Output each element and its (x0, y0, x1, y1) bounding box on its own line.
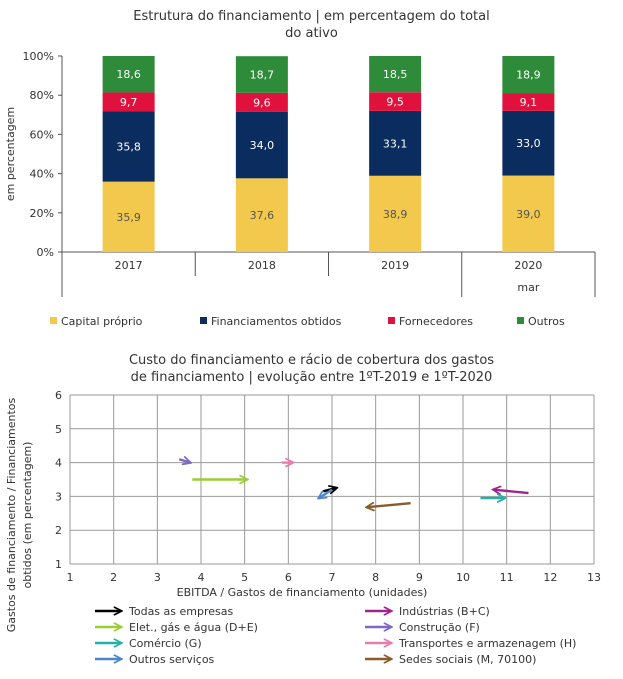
y-tick-label-20: 20% (30, 207, 54, 220)
legend-label-sedes-sociais-m-70100: Sedes sociais (M, 70100) (399, 653, 536, 666)
bar-fornecedores-2018 (235, 92, 288, 112)
data-label-capital-proprio-2017: 35,9 (116, 211, 141, 224)
legend-label-construcao-f: Construção (F) (399, 621, 480, 634)
legend-swatch-financiamentos-obtidos (200, 317, 207, 324)
stacked-bar-chart: 0% 20% 40% 60% 80% 100% em percentagem 35,9 35,8… (4, 50, 596, 297)
legend-label-elet-gas-e-agua-d-e: Elet., gás e água (D+E) (129, 621, 258, 634)
x-tick-label-6: 6 (285, 571, 292, 584)
y-tick-label-60: 60% (30, 128, 54, 141)
y-tick-label-0: 0% (37, 246, 54, 259)
bar-capital-proprio-2017 (102, 181, 155, 252)
x-tick-label-10: 10 (456, 571, 470, 584)
x-tick-label-12: 12 (543, 571, 557, 584)
x-tick-label-2: 2 (110, 571, 117, 584)
legend-label-comercio-g: Comércio (G) (129, 637, 202, 650)
bar-fornecedores-2017 (102, 92, 155, 112)
legend-label-transportes-e-armazenagem-h: Transportes e armazenagem (H) (398, 637, 576, 650)
x-tick-label-2017: 2017 (115, 259, 143, 272)
data-label-financiamentos-obtidos-2018: 34,0 (250, 139, 275, 152)
x-tick-label-2020: 2020 (514, 259, 542, 272)
scatter-chart-legend: Todas as empresas Indústrias (B+C) Elet., … (95, 605, 576, 666)
y-tick-label-4: 4 (55, 457, 62, 470)
chart2-title-line1: Custo do financiamento e rácio de cobert… (128, 353, 495, 368)
y-tick-label-100: 100% (23, 50, 54, 63)
data-label-financiamentos-obtidos-2019: 33,1 (383, 137, 408, 150)
x-tick-label-11: 11 (500, 571, 514, 584)
x-tick-sublabel-2020: mar (517, 281, 539, 294)
x-tick-label-1: 1 (67, 571, 74, 584)
bar-financiamentos-obtidos-2018 (235, 111, 288, 179)
x-tick-label-7: 7 (329, 571, 336, 584)
y-axis-title-line1: Gastos de financiamento / Financiamentos (5, 397, 18, 632)
bar-outros-2018 (235, 56, 288, 93)
x-tick-label-8: 8 (372, 571, 379, 584)
y-tick-label-3: 3 (55, 490, 62, 503)
data-label-financiamentos-obtidos-2017: 35,8 (116, 141, 141, 154)
bar-financiamentos-obtidos-2017 (102, 111, 155, 182)
y-tick-label-1: 1 (55, 558, 62, 571)
data-label-financiamentos-obtidos-2020: 33,0 (516, 137, 541, 150)
data-label-capital-proprio-2020: 39,0 (516, 208, 541, 221)
x-tick-label-5: 5 (241, 571, 248, 584)
arrow-industrias-b-c (494, 490, 529, 493)
bar-outros-2019 (369, 56, 422, 93)
x-axis-title: EBITDA / Gastos de financiamento (unidad… (177, 586, 428, 599)
data-label-fornecedores-2018: 9,6 (253, 96, 271, 109)
legend-label-todas-as-empresas: Todas as empresas (128, 605, 233, 618)
y-tick-label-2: 2 (55, 524, 62, 537)
legend-label-industrias-b-c: Indústrias (B+C) (399, 605, 490, 618)
data-label-outros-2017: 18,6 (116, 68, 141, 81)
chart1-title-line2: do ativo (285, 26, 338, 41)
y-tick-label-80: 80% (30, 89, 54, 102)
y-axis-title: em percentagem (4, 107, 17, 201)
legend-label-outros: Outros (528, 315, 565, 328)
chart2-title-line2: de financiamento | evolução entre 1ºT-20… (130, 370, 493, 385)
bar-chart-legend: Capital próprio Financiamentos obtidos For… (50, 315, 565, 328)
data-label-outros-2020: 18,9 (516, 69, 541, 82)
y-tick-label-40: 40% (30, 168, 54, 181)
data-label-fornecedores-2019: 9,5 (386, 96, 404, 109)
data-label-capital-proprio-2018: 37,6 (250, 209, 275, 222)
x-tick-label-9: 9 (416, 571, 423, 584)
legend-label-financiamentos-obtidos: Financiamentos obtidos (211, 315, 342, 328)
data-label-outros-2019: 18,5 (383, 68, 408, 81)
arrow-construcao-f (178, 459, 190, 462)
bar-financiamentos-obtidos-2020 (502, 110, 555, 176)
arrow-sedes-sociais-m-70100 (367, 503, 411, 507)
x-tick-label-13: 13 (587, 571, 601, 584)
x-tick-label-4: 4 (198, 571, 205, 584)
data-label-fornecedores-2020: 9,1 (520, 96, 538, 109)
legend-label-fornecedores: Fornecedores (399, 315, 473, 328)
x-tick-label-2018: 2018 (248, 259, 276, 272)
bar-outros-2017 (102, 56, 155, 93)
y-tick-label-5: 5 (55, 423, 62, 436)
chart1-title-line1: Estrutura do financiamento | em percenta… (133, 9, 490, 24)
legend-label-capital-proprio: Capital próprio (61, 315, 143, 328)
bar-financiamentos-obtidos-2019 (369, 110, 422, 176)
bar-fornecedores-2019 (369, 92, 422, 111)
arrow-outros-servicos (319, 488, 333, 498)
bar-capital-proprio-2018 (235, 178, 288, 252)
legend-label-outros-servicos: Outros serviços (129, 653, 215, 666)
legend-swatch-outros (517, 317, 524, 324)
x-tick-label-3: 3 (154, 571, 161, 584)
y-tick-label-6: 6 (55, 389, 62, 402)
y-axis-title-line2: obtidos (em percentagem) (21, 442, 34, 589)
chart1-title: Estrutura do financiamento | em percenta… (0, 8, 623, 42)
data-label-capital-proprio-2019: 38,9 (383, 208, 408, 221)
x-tick-label-2019: 2019 (381, 259, 409, 272)
data-label-outros-2018: 18,7 (250, 69, 275, 82)
legend-swatch-capital-proprio (50, 317, 57, 324)
bar-capital-proprio-2019 (369, 175, 422, 252)
legend-swatch-fornecedores (388, 317, 395, 324)
bar-capital-proprio-2020 (502, 175, 555, 252)
chart2-title: Custo do financiamento e rácio de cobert… (0, 352, 623, 386)
bar-outros-2020 (502, 56, 555, 94)
data-label-fornecedores-2017: 9,7 (120, 96, 138, 109)
bar-fornecedores-2020 (502, 93, 555, 111)
